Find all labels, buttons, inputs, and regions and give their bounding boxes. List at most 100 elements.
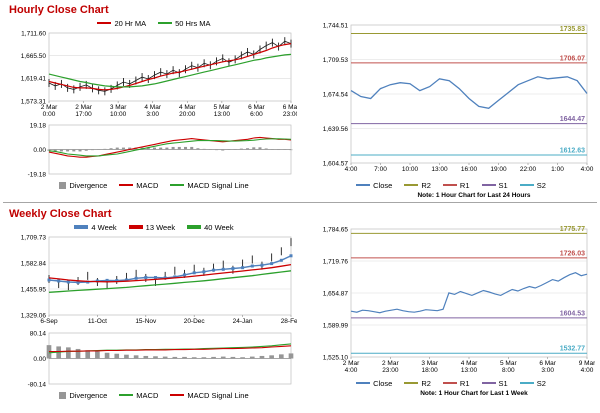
legend-item-divergence: Divergence xyxy=(59,181,107,190)
weekly-right-column: 1,784.65 1,719.76 1,654.87 1,589.99 1,525.10… xyxy=(305,221,597,397)
legend-swatch-4-week xyxy=(74,225,89,229)
hourly-pivot-chart: 1,744.51 1,709.53 1,674.54 1,639.56 1,604.57… xyxy=(305,19,597,179)
legend-swatch-macd xyxy=(119,184,134,186)
legend-swatch-close xyxy=(356,184,371,186)
legend-item-macd-signal-line: MACD Signal Line xyxy=(170,391,249,400)
legend-item-close: Close xyxy=(356,379,392,388)
svg-text:3:00: 3:00 xyxy=(541,367,554,374)
svg-text:1,665.50: 1,665.50 xyxy=(21,53,47,60)
legend-label: 40 Week xyxy=(204,222,234,232)
legend-label: R1 xyxy=(459,378,470,388)
svg-text:1,589.99: 1,589.99 xyxy=(323,322,349,329)
svg-text:8:00: 8:00 xyxy=(502,367,515,374)
section-weekly: Weekly Close Chart 4 Week 13 Week 40 Week … xyxy=(3,206,597,401)
svg-text:15-Nov: 15-Nov xyxy=(135,318,157,325)
svg-text:1,604.57: 1,604.57 xyxy=(323,160,349,167)
svg-text:28-Feb: 28-Feb xyxy=(281,318,297,325)
hourly-sr-svg: 1,744.51 1,709.53 1,674.54 1,639.56 1,604.57… xyxy=(323,22,594,173)
svg-text:4:00: 4:00 xyxy=(581,367,594,374)
weekly-sr-svg: 1,784.65 1,719.76 1,654.87 1,589.99 1,525.10… xyxy=(323,226,596,374)
weekly-left-column: 4 Week 13 Week 40 Week 1,709.73 1,582.84 1,4… xyxy=(3,221,305,401)
svg-text:4:00: 4:00 xyxy=(345,367,358,374)
legend-label: S2 xyxy=(536,180,546,190)
svg-text:16:00: 16:00 xyxy=(461,166,478,173)
svg-text:0:00: 0:00 xyxy=(43,111,56,118)
hourly-price-legend: 20 Hr MA 50 Hrs MA xyxy=(3,17,305,29)
svg-text:4 Mar: 4 Mar xyxy=(144,104,161,111)
hourly-row: 20 Hr MA 50 Hrs MA 1,711.60 1,665.50 1,619.… xyxy=(3,17,597,200)
legend-label: S1 xyxy=(498,180,508,190)
hourly-right-column: 1,744.51 1,709.53 1,674.54 1,639.56 1,604.57… xyxy=(305,17,597,199)
svg-text:20:00: 20:00 xyxy=(179,111,196,118)
legend-label: 4 Week xyxy=(91,222,117,232)
svg-text:1:00: 1:00 xyxy=(551,166,564,173)
svg-text:6 Mar: 6 Mar xyxy=(283,104,297,111)
svg-text:10:00: 10:00 xyxy=(110,111,127,118)
legend-swatch-50-hrs-ma xyxy=(158,22,173,24)
weekly-section-title: Weekly Close Chart xyxy=(9,208,112,220)
svg-text:1,455.95: 1,455.95 xyxy=(21,286,47,293)
svg-text:24-Jan: 24-Jan xyxy=(233,318,253,325)
svg-text:2 Mar: 2 Mar xyxy=(343,360,360,367)
weekly-pivot-note: Note: 1 Hour Chart for Last 1 Week xyxy=(420,390,528,397)
legend-swatch-r2 xyxy=(404,184,419,186)
svg-text:1,619.41: 1,619.41 xyxy=(21,76,47,83)
weekly-price-chart: 1,709.73 1,582.84 1,455.95 1,329.06 6-Sep 11-… xyxy=(3,233,305,329)
legend-item-r1: R1 xyxy=(442,180,470,190)
svg-text:1726.03: 1726.03 xyxy=(560,250,585,257)
legend-label: Divergence xyxy=(69,390,108,400)
svg-text:5 Mar: 5 Mar xyxy=(214,104,231,111)
legend-swatch-divergence xyxy=(59,181,67,189)
legend-label: Close xyxy=(373,180,393,190)
svg-text:9 Mar: 9 Mar xyxy=(579,360,595,367)
legend-label: R1 xyxy=(459,180,470,190)
svg-text:4:00: 4:00 xyxy=(345,166,358,173)
svg-text:1,719.76: 1,719.76 xyxy=(323,258,349,265)
svg-text:1735.83: 1735.83 xyxy=(560,26,585,33)
svg-text:1,744.51: 1,744.51 xyxy=(323,22,349,29)
legend-swatch-r1 xyxy=(442,184,457,186)
svg-text:3 Mar: 3 Mar xyxy=(110,104,127,111)
legend-item-50-hrs-ma: 50 Hrs MA xyxy=(158,19,211,28)
legend-item-s2: S2 xyxy=(519,180,546,190)
weekly-macd-legend: Divergence MACD MACD Signal Line xyxy=(3,389,305,401)
svg-text:4 Mar: 4 Mar xyxy=(179,104,196,111)
weekly-pivot-legend: Close R2 R1 S1 S2 xyxy=(305,377,597,389)
svg-text:0.00: 0.00 xyxy=(33,356,46,363)
legend-item-r1: R1 xyxy=(442,378,470,388)
legend-swatch-r2 xyxy=(404,382,419,384)
legend-label: MACD Signal Line xyxy=(187,180,249,190)
legend-label: Close xyxy=(373,378,393,388)
legend-item-4-week: 4 Week xyxy=(74,222,117,232)
svg-text:0.00: 0.00 xyxy=(33,147,46,154)
legend-label: R2 xyxy=(421,180,431,190)
legend-item-s1: S1 xyxy=(481,180,508,190)
legend-swatch-13-week xyxy=(128,225,143,229)
legend-item-20-hr-ma: 20 Hr MA xyxy=(97,19,146,28)
legend-label: R2 xyxy=(421,378,431,388)
legend-item-r2: R2 xyxy=(404,181,431,190)
hourly-pivot-note: Note: 1 Hour Chart for Last 24 Hours xyxy=(417,192,531,199)
svg-text:1644.47: 1644.47 xyxy=(560,116,585,123)
legend-label: S2 xyxy=(536,378,546,388)
svg-text:7:00: 7:00 xyxy=(374,166,387,173)
svg-text:6 Mar: 6 Mar xyxy=(539,360,556,367)
svg-text:6 Mar: 6 Mar xyxy=(248,104,265,111)
weekly-price-svg: 1,709.73 1,582.84 1,455.95 1,329.066-Sep 11-… xyxy=(21,234,302,325)
legend-swatch-s1 xyxy=(481,382,496,384)
svg-text:4:00: 4:00 xyxy=(581,166,594,173)
svg-text:23:00: 23:00 xyxy=(382,367,399,374)
hourly-left-column: 20 Hr MA 50 Hrs MA 1,711.60 1,665.50 1,619.… xyxy=(3,17,305,191)
svg-text:1706.07: 1706.07 xyxy=(560,55,585,62)
section-hourly: Hourly Close Chart 20 Hr MA 50 Hrs MA 1,7… xyxy=(3,2,597,199)
legend-label: 20 Hr MA xyxy=(114,18,147,28)
svg-text:22:00: 22:00 xyxy=(520,166,537,173)
legend-swatch-40-week xyxy=(187,225,202,229)
svg-text:13:00: 13:00 xyxy=(214,111,231,118)
svg-text:1612.63: 1612.63 xyxy=(560,148,585,155)
section-divider xyxy=(3,202,597,203)
hourly-price-chart: 1,711.60 1,665.50 1,619.41 1,573.31 2 Mar 0:0… xyxy=(3,29,305,121)
svg-text:1,709.73: 1,709.73 xyxy=(21,234,47,241)
legend-swatch-s2 xyxy=(519,382,534,384)
